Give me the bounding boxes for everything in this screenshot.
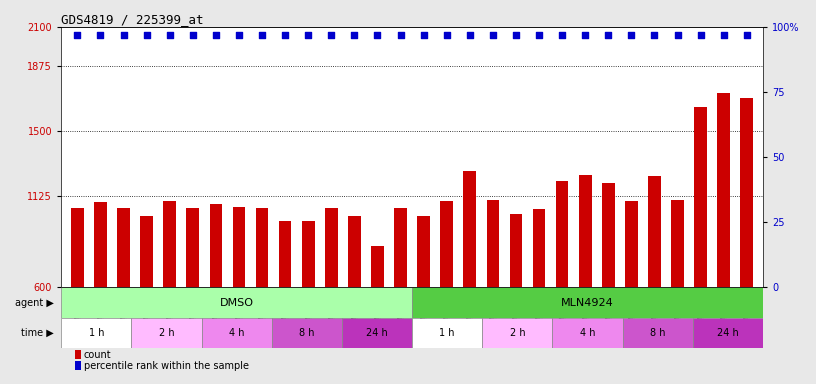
Bar xyxy=(325,207,338,288)
Bar xyxy=(412,288,763,318)
Text: 24 h: 24 h xyxy=(717,328,738,338)
Point xyxy=(117,31,130,38)
Bar xyxy=(394,209,407,288)
Point xyxy=(371,31,384,38)
Point xyxy=(325,31,338,38)
Bar xyxy=(348,216,361,288)
Text: DMSO: DMSO xyxy=(220,298,254,308)
Point xyxy=(163,31,176,38)
Point xyxy=(186,31,199,38)
Point xyxy=(556,31,569,38)
Bar xyxy=(412,318,482,348)
Bar xyxy=(602,183,614,288)
Point xyxy=(509,31,522,38)
Bar xyxy=(556,182,569,288)
Point xyxy=(94,31,107,38)
Point xyxy=(140,31,153,38)
Point xyxy=(440,31,453,38)
Bar xyxy=(163,200,176,288)
Bar xyxy=(625,202,638,288)
Text: 2 h: 2 h xyxy=(509,328,526,338)
Point xyxy=(671,31,684,38)
Bar xyxy=(202,318,272,348)
Point xyxy=(601,31,614,38)
Point xyxy=(394,31,407,38)
Text: percentile rank within the sample: percentile rank within the sample xyxy=(84,361,249,371)
Bar xyxy=(255,207,268,288)
Point xyxy=(648,31,661,38)
Bar xyxy=(672,200,684,288)
Bar xyxy=(272,318,342,348)
Text: 4 h: 4 h xyxy=(580,328,595,338)
Point xyxy=(255,31,268,38)
Text: 4 h: 4 h xyxy=(229,328,244,338)
Bar xyxy=(94,202,107,288)
Bar xyxy=(648,176,661,288)
Text: MLN4924: MLN4924 xyxy=(561,298,614,308)
Bar xyxy=(71,207,84,288)
Bar xyxy=(417,216,430,288)
Point xyxy=(233,31,246,38)
Bar xyxy=(279,222,291,288)
Bar xyxy=(118,207,130,288)
Point xyxy=(625,31,638,38)
Bar xyxy=(441,200,453,288)
Bar xyxy=(510,215,522,288)
Point xyxy=(740,31,753,38)
Point xyxy=(278,31,291,38)
Bar xyxy=(131,318,202,348)
Bar xyxy=(463,171,477,288)
Bar xyxy=(693,318,763,348)
Bar xyxy=(233,207,246,288)
Bar xyxy=(717,93,730,288)
Point xyxy=(579,31,592,38)
Text: 1 h: 1 h xyxy=(440,328,455,338)
Point xyxy=(210,31,223,38)
Point xyxy=(533,31,546,38)
Point xyxy=(71,31,84,38)
Text: GDS4819 / 225399_at: GDS4819 / 225399_at xyxy=(61,13,204,26)
Point xyxy=(348,31,361,38)
Bar xyxy=(740,98,753,288)
Bar xyxy=(61,318,131,348)
Point xyxy=(486,31,499,38)
Bar xyxy=(552,318,623,348)
Bar xyxy=(75,350,81,359)
Bar xyxy=(186,207,199,288)
Bar xyxy=(486,200,499,288)
Point xyxy=(694,31,707,38)
Bar xyxy=(694,107,707,288)
Text: 8 h: 8 h xyxy=(650,328,665,338)
Bar xyxy=(210,204,222,288)
Bar xyxy=(533,209,545,288)
Text: agent ▶: agent ▶ xyxy=(16,298,54,308)
Bar xyxy=(482,318,552,348)
Point xyxy=(463,31,477,38)
Bar xyxy=(371,246,384,288)
Text: time ▶: time ▶ xyxy=(21,328,54,338)
Bar xyxy=(579,175,592,288)
Point xyxy=(417,31,430,38)
Point xyxy=(717,31,730,38)
Bar xyxy=(623,318,693,348)
Text: count: count xyxy=(84,350,111,360)
Text: 24 h: 24 h xyxy=(366,328,388,338)
Bar xyxy=(140,216,153,288)
Bar xyxy=(75,361,81,370)
Bar xyxy=(342,318,412,348)
Text: 8 h: 8 h xyxy=(299,328,314,338)
Point xyxy=(302,31,315,38)
Text: 1 h: 1 h xyxy=(89,328,104,338)
Bar xyxy=(302,222,314,288)
Text: 2 h: 2 h xyxy=(158,328,175,338)
Bar xyxy=(61,288,412,318)
